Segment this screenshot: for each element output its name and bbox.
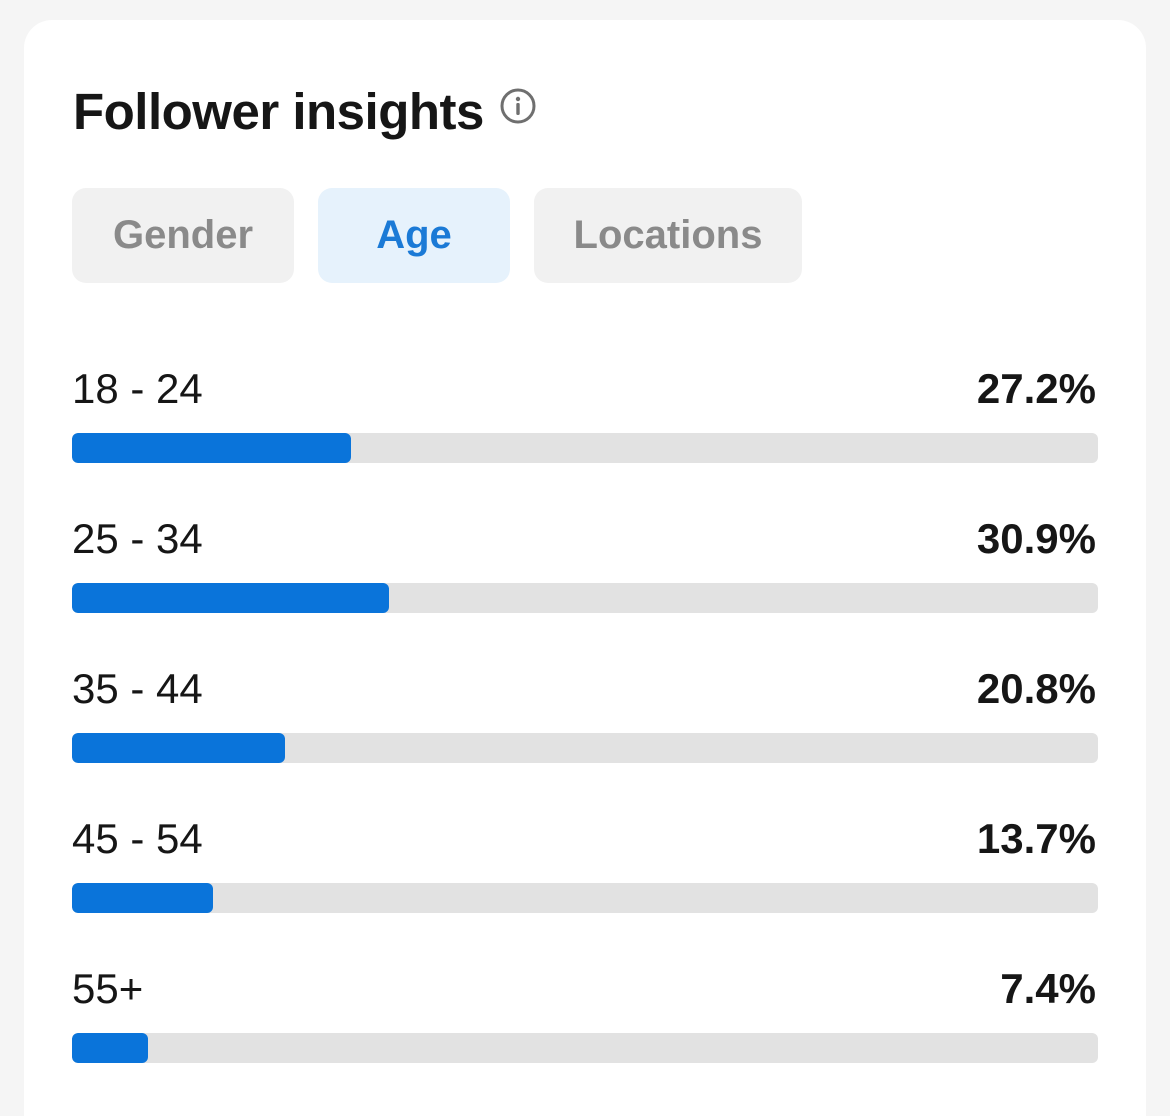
age-range-label: 45 - 54 <box>72 815 203 862</box>
age-percent-value: 30.9% <box>976 515 1096 562</box>
progress-fill <box>72 883 213 913</box>
progress-track <box>72 433 1098 463</box>
age-range-label: 35 - 44 <box>72 665 203 712</box>
age-range-label: 55+ <box>72 965 144 1012</box>
tab-gender[interactable]: Gender <box>72 188 294 283</box>
title-row: Follower insights <box>73 82 536 141</box>
progress-fill <box>72 583 390 613</box>
progress-track <box>72 1033 1098 1063</box>
age-percent-value: 20.8% <box>976 665 1096 712</box>
age-percent-value: 27.2% <box>976 365 1096 412</box>
insight-tabs: Gender Age Locations <box>72 188 826 283</box>
info-icon[interactable] <box>500 88 536 124</box>
progress-track <box>72 883 1098 913</box>
follower-insights-card: Follower insights Gender Age Locations 1… <box>24 20 1146 1116</box>
progress-track <box>72 733 1098 763</box>
card-title: Follower insights <box>73 83 484 140</box>
progress-fill <box>72 733 286 763</box>
age-range-label: 25 - 34 <box>72 515 203 562</box>
age-percent-value: 7.4% <box>1000 965 1096 1012</box>
age-percent-value: 13.7% <box>976 815 1096 862</box>
tab-age[interactable]: Age <box>318 188 510 283</box>
tab-locations[interactable]: Locations <box>534 188 802 283</box>
progress-fill <box>72 433 352 463</box>
progress-track <box>72 583 1098 613</box>
progress-fill <box>72 1033 148 1063</box>
age-range-label: 18 - 24 <box>72 365 203 412</box>
